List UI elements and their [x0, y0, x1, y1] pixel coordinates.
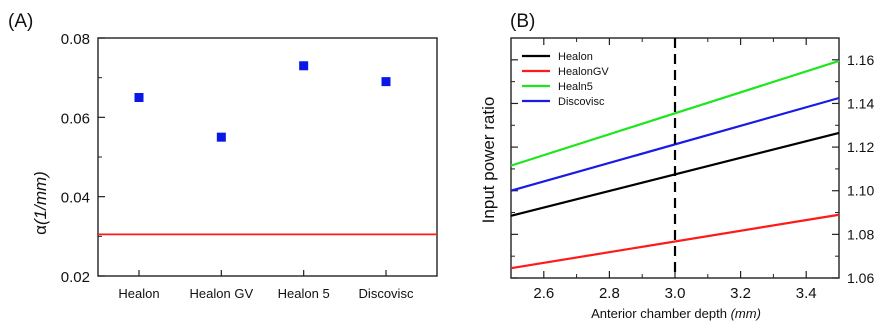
- panel-a-y-tick-label: 0.04: [61, 190, 90, 207]
- panel-b-legend-label: Discovisc: [558, 96, 605, 108]
- panel-a-data-point: [381, 77, 391, 87]
- panel-a-x-tick-label: Healon GV: [190, 286, 254, 301]
- panel-b-y-axis-label: Input power ratio: [479, 97, 498, 224]
- panel-b-y-tick-label: 1.12: [847, 139, 874, 155]
- panel-a-y-tick-label: 0.02: [61, 269, 90, 286]
- panel-b-series-line-healn5: [510, 59, 840, 167]
- panel-b-label: (B): [510, 11, 535, 32]
- panel-a-data-point: [134, 93, 144, 102]
- panel-a-y-tick-label: 0.08: [61, 31, 90, 48]
- panel-a-label: (A): [8, 11, 33, 32]
- panel-b-x-tick-label: 2.6: [533, 285, 554, 302]
- panel-b-legend-label: HealonGV: [558, 66, 609, 78]
- panel-b-legend-label: Healn5: [558, 81, 593, 93]
- panel-b-x-tick-label: 2.8: [599, 285, 620, 302]
- panel-b-y-tick-label: 1.08: [847, 226, 874, 242]
- panel-b-x-axis-label: Anterior chamber depth (mm): [591, 306, 761, 321]
- panel-a-y-tick-label: 0.06: [61, 110, 90, 127]
- panel-a-data-point: [299, 61, 309, 71]
- panel-b-y-tick-label: 1.06: [847, 270, 874, 286]
- panel-b-plot: 2.6 2.8 3.0 3.2 3.4 1.06 1.08 1.10 1.12 1.14 1.16 H…: [510, 37, 874, 302]
- panel-a-frame: [97, 37, 438, 277]
- panel-b-x-tick-label: 3.4: [796, 285, 817, 302]
- panel-b-y-tick-label: 1.10: [847, 183, 874, 199]
- panel-a-data-point: [216, 132, 226, 142]
- panel-b-series-line-healongv: [510, 213, 840, 270]
- panel-a-plot: 0.02 0.04 0.06 0.08 Healon Healon GV Healon 5 D…: [61, 31, 438, 301]
- panel-b-series-line-discovisc: [510, 96, 840, 192]
- panel-b-y-tick-label: 1.16: [847, 52, 874, 68]
- panel-b-x-tick-label: 3.0: [665, 285, 686, 302]
- panel-b-legend-label: Healon: [558, 51, 593, 63]
- panel-a-x-tick-label: Discovisc: [359, 286, 414, 301]
- panel-a-x-tick-label: Healon 5: [278, 286, 330, 301]
- panel-b-x-tick-label: 3.2: [730, 285, 751, 302]
- panel-b-y-tick-label: 1.14: [847, 95, 874, 111]
- panel-a-x-tick-label: Healon: [118, 286, 159, 301]
- panel-a-y-axis-label: α(1/mm): [31, 171, 50, 235]
